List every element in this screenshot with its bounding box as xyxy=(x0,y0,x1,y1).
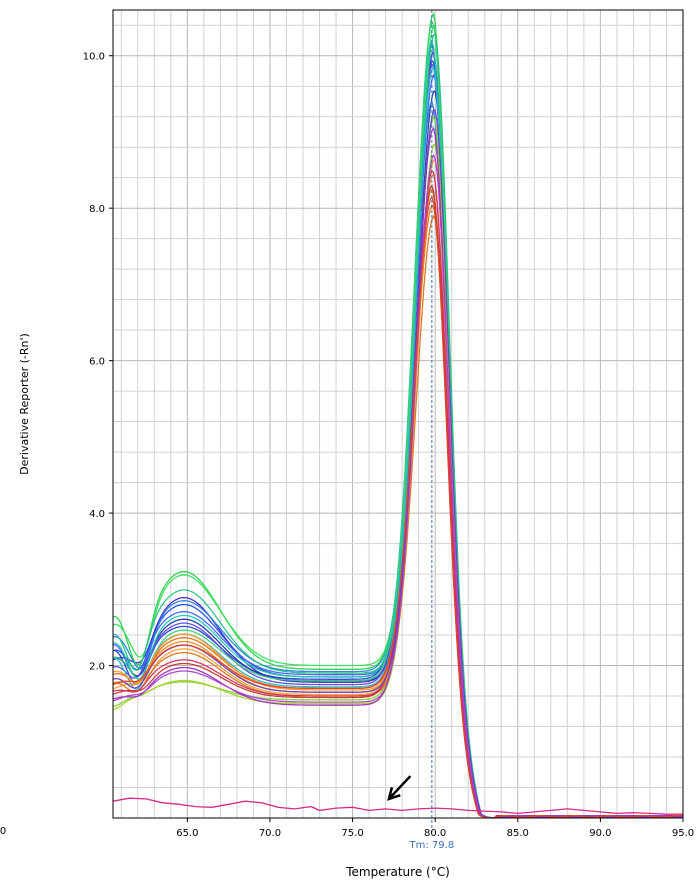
x-axis-label: Temperature (°C) xyxy=(345,865,450,879)
ntc-curve xyxy=(112,797,683,815)
grid xyxy=(113,10,684,818)
tm-label: Tm: 79.8 xyxy=(409,840,455,851)
x-tick-label: 80.0 xyxy=(424,828,446,839)
x-tick-label: 85.0 xyxy=(507,828,529,839)
pointer-arrow xyxy=(387,775,412,801)
partial-tick-label: 0 xyxy=(0,826,6,837)
plot-area xyxy=(113,10,683,818)
y-axis: 2.0 4.0 6.0 8.0 10.0 xyxy=(83,52,113,673)
x-tick-label: 90.0 xyxy=(589,828,611,839)
arrow-head xyxy=(387,787,401,801)
y-tick-label: 8.0 xyxy=(89,204,105,215)
x-tick-label: 70.0 xyxy=(259,828,281,839)
x-tick-label: 95.0 xyxy=(672,828,694,839)
arrow-shaft xyxy=(388,775,412,800)
sample-curve xyxy=(112,109,684,819)
y-tick-label: 2.0 xyxy=(89,662,105,673)
y-tick-label: 6.0 xyxy=(89,357,105,368)
y-axis-label: Derivative Reporter (-Rn') xyxy=(18,333,31,475)
x-axis: 65.0 70.0 75.0 80.0 85.0 90.0 95.0 xyxy=(176,818,694,839)
sample-curve xyxy=(112,195,684,819)
x-tick-label: 75.0 xyxy=(341,828,363,839)
y-tick-label: 4.0 xyxy=(89,509,105,520)
plot-frame xyxy=(112,9,684,819)
y-tick-label: 10.0 xyxy=(83,52,105,63)
x-tick-label: 65.0 xyxy=(176,828,198,839)
ntc-curve-group xyxy=(112,797,683,815)
tm-marker: Tm: 79.8 xyxy=(409,10,455,851)
curves xyxy=(112,11,684,819)
